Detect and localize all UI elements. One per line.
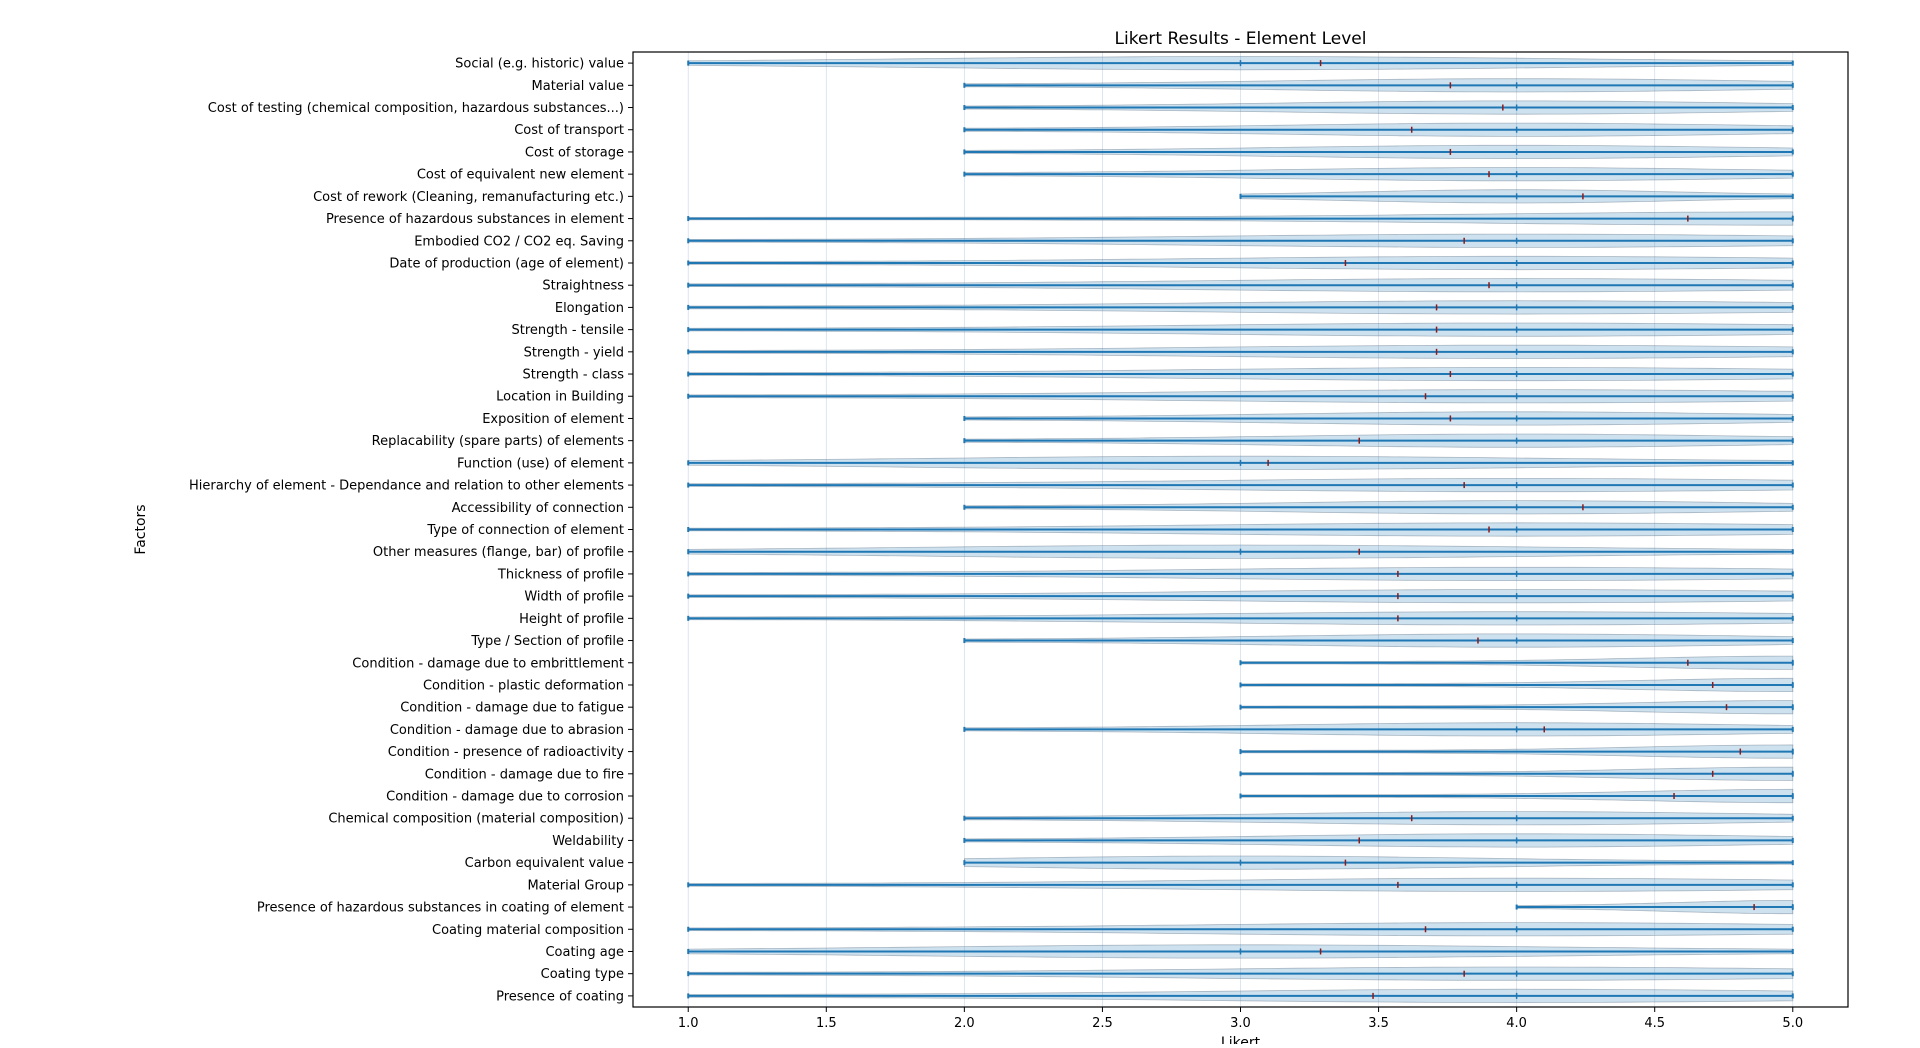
factor-label: Strength - class: [523, 368, 625, 383]
factor-label: Chemical composition (material compositi…: [328, 812, 624, 827]
x-tick-label: 5.0: [1782, 1016, 1803, 1031]
x-tick-label: 4.5: [1644, 1016, 1665, 1031]
factor-label: Weldability: [552, 834, 624, 849]
factor-label: Strength - yield: [524, 345, 624, 360]
factor-label: Elongation: [555, 301, 624, 316]
factor-label: Condition - damage due to abrasion: [390, 723, 624, 738]
factor-label: Coating material composition: [432, 923, 624, 938]
y-axis-ticks: Social (e.g. historic) value Material val…: [189, 57, 633, 1004]
factor-label: Date of production (age of element): [389, 256, 624, 271]
factor-label: Exposition of element: [482, 412, 624, 427]
factor-label: Condition - damage due to fire: [425, 767, 624, 782]
x-axis-label: Likert: [1221, 1035, 1261, 1044]
factor-label: Condition - plastic deformation: [423, 678, 624, 693]
factor-label: Type of connection of element: [426, 523, 624, 538]
factor-label: Width of profile: [524, 590, 624, 605]
x-tick-label: 1.0: [678, 1016, 699, 1031]
factor-label: Material Group: [527, 878, 624, 893]
factor-label: Social (e.g. historic) value: [455, 57, 624, 72]
factor-label: Coating age: [545, 945, 624, 960]
factor-label: Material value: [532, 79, 624, 94]
factor-label: Cost of equivalent new element: [417, 168, 624, 183]
x-tick-label: 3.0: [1230, 1016, 1251, 1031]
factor-label: Condition - damage due to corrosion: [386, 790, 624, 805]
factor-label: Coating type: [541, 967, 624, 982]
x-tick-label: 3.5: [1368, 1016, 1389, 1031]
x-tick-label: 4.0: [1506, 1016, 1527, 1031]
x-tick-label: 1.5: [816, 1016, 837, 1031]
factor-label: Hierarchy of element - Dependance and re…: [189, 479, 624, 494]
factor-label: Cost of rework (Cleaning, remanufacturin…: [313, 190, 624, 205]
factor-label: Embodied CO2 / CO2 eq. Saving: [414, 234, 624, 249]
factor-label: Cost of transport: [514, 123, 624, 138]
chart-title: Likert Results - Element Level: [1115, 29, 1367, 49]
x-tick-label: 2.5: [1092, 1016, 1113, 1031]
factor-label: Function (use) of element: [457, 456, 624, 471]
factor-label: Condition - presence of radioactivity: [388, 745, 625, 760]
factor-label: Presence of hazardous substances in coat…: [257, 901, 624, 916]
x-tick-label: 2.0: [954, 1016, 975, 1031]
factor-label: Strength - tensile: [511, 323, 624, 338]
factor-label: Straightness: [542, 279, 624, 294]
factor-label: Carbon equivalent value: [465, 856, 624, 871]
factor-label: Presence of hazardous substances in elem…: [326, 212, 624, 227]
factor-label: Condition - damage due to fatigue: [400, 701, 624, 716]
factor-label: Location in Building: [496, 390, 624, 405]
range-lines: [687, 60, 1794, 999]
factor-label: Replacability (spare parts) of elements: [372, 434, 625, 449]
x-axis-ticks: 1.0 1.5 2.0 2.5 3.0 3.5 4.0 4.5 5.0: [678, 1007, 1803, 1031]
factor-label: Cost of testing (chemical composition, h…: [208, 101, 624, 116]
factor-label: Type / Section of profile: [470, 634, 624, 649]
factor-label: Presence of coating: [496, 989, 624, 1004]
factor-label: Height of profile: [519, 612, 624, 627]
factor-label: Thickness of profile: [497, 567, 624, 582]
factor-label: Accessibility of connection: [452, 501, 624, 516]
factor-label: Other measures (flange, bar) of profile: [373, 545, 624, 560]
factor-label: Cost of storage: [525, 145, 624, 160]
factor-label: Condition - damage due to embrittlement: [352, 656, 624, 671]
y-axis-label: Factors: [133, 504, 149, 554]
